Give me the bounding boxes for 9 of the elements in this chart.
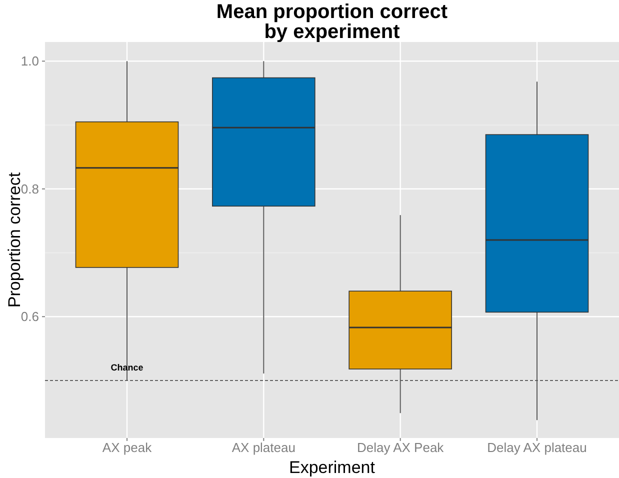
chart-title: Mean proportion correct by experiment xyxy=(216,1,448,43)
x-tick-label: Delay AX plateau xyxy=(487,440,587,455)
y-tick-label: 0.8 xyxy=(20,181,39,196)
x-tick-label: Delay AX Peak xyxy=(356,440,444,455)
y-tick-label: 1.0 xyxy=(20,54,39,69)
y-tick-label: 0.6 xyxy=(20,309,39,324)
x-axis-title: Experiment xyxy=(289,458,376,477)
x-tick-label: AX peak xyxy=(102,440,152,455)
x-tick-label: AX plateau xyxy=(232,440,296,455)
